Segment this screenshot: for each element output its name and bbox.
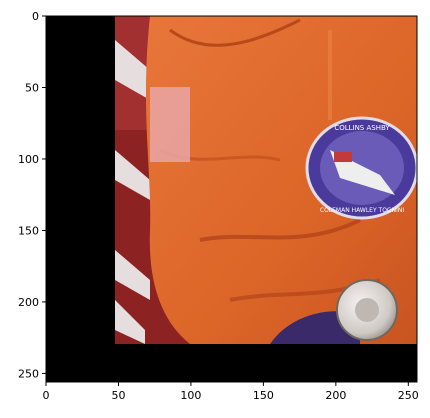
- patch-top-text: COLLINS ASHBY: [334, 124, 390, 132]
- photo-content: COLLINS ASHBY COLEMAN HAWLEY TOGNINI: [115, 16, 417, 344]
- patch-bottom-text: COLEMAN HAWLEY TOGNINI: [320, 207, 404, 214]
- x-tick-label: 250: [398, 389, 419, 402]
- y-tick-label: 150: [18, 224, 39, 237]
- x-tick-label: 150: [253, 389, 274, 402]
- x-tick-label: 0: [43, 389, 50, 402]
- x-tick-label: 100: [180, 389, 201, 402]
- x-tick-label: 50: [111, 389, 125, 402]
- orange-suit: [145, 16, 417, 344]
- x-tick-label: 200: [325, 389, 346, 402]
- y-tick-label: 100: [18, 153, 39, 166]
- x-axis: 0 50 100 150 200 250: [43, 382, 419, 402]
- y-axis: 0 50 100 150 200 250: [18, 10, 46, 380]
- axes-frame: [45, 15, 418, 383]
- velcro-pad: [150, 87, 190, 162]
- y-tick-label: 50: [25, 81, 39, 94]
- mission-patch: COLLINS ASHBY COLEMAN HAWLEY TOGNINI: [305, 116, 417, 220]
- y-tick-label: 200: [18, 296, 39, 309]
- photo: COLLINS ASHBY COLEMAN HAWLEY TOGNINI: [46, 16, 417, 382]
- y-tick-label: 0: [32, 10, 39, 23]
- glove-ring: [270, 279, 398, 344]
- y-tick-label: 250: [18, 367, 39, 380]
